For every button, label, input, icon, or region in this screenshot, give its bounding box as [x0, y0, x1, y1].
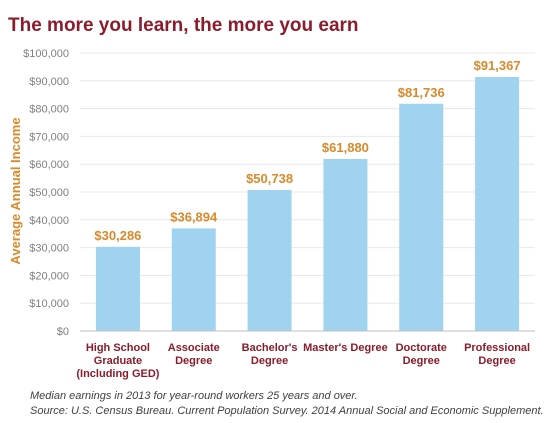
y-tick-label: $50,000: [29, 187, 69, 199]
data-label: $61,880: [322, 140, 369, 155]
x-tick-label-line: Degree: [403, 355, 440, 367]
y-tick-label: $90,000: [29, 76, 69, 88]
bar: [323, 158, 368, 331]
x-tick-label-line: Degree: [251, 355, 288, 367]
x-tick-label-line: Degree: [478, 355, 515, 367]
footnote-line-2: Source: U.S. Census Bureau. Current Popu…: [30, 405, 544, 417]
x-tick-label: Master's Degree: [303, 342, 388, 354]
x-tick-label-line: Graduate: [94, 355, 142, 367]
x-tick-label-line: Master's Degree: [303, 342, 388, 354]
y-axis-label: Average Annual Income: [8, 117, 23, 264]
y-tick-label: $40,000: [29, 215, 69, 227]
data-labels: $30,286 $36,894 $50,738 $61,880 $81,736 $91,3…: [94, 58, 520, 243]
x-tick-label-line: (Including GED): [76, 368, 159, 380]
data-label: $81,736: [398, 85, 445, 100]
y-tick-label: $80,000: [29, 104, 69, 116]
bars: [95, 76, 520, 331]
data-label: $50,738: [246, 171, 293, 186]
bar: [247, 189, 292, 331]
bar: [171, 228, 216, 331]
y-axis-ticks: $0 $10,000 $20,000 $30,000 $40,000 $50,000 $60…: [23, 48, 69, 338]
y-tick-label: $70,000: [29, 131, 69, 143]
bar: [475, 76, 520, 331]
footnote-line-1: Median earnings in 2013 for year-round w…: [30, 390, 358, 402]
x-tick-label-line: Professional: [464, 342, 530, 354]
x-tick-label-line: Doctorate: [396, 342, 447, 354]
data-label: $36,894: [170, 209, 218, 224]
chart-title: The more you learn, the more you earn: [8, 15, 359, 36]
y-tick-label: $100,000: [23, 48, 69, 60]
data-label: $30,286: [94, 228, 141, 243]
grid-lines: [80, 52, 535, 304]
y-tick-label: $60,000: [29, 159, 69, 171]
bar: [95, 246, 140, 331]
x-tick-label-line: High School: [86, 342, 150, 354]
x-tick-label-line: Bachelor's: [242, 342, 298, 354]
y-tick-label: $0: [57, 326, 69, 338]
x-tick-label-line: Associate: [168, 342, 220, 354]
bar: [399, 103, 444, 331]
x-tick-label-line: Degree: [175, 355, 212, 367]
y-tick-label: $30,000: [29, 243, 69, 255]
data-label: $91,367: [474, 58, 521, 73]
y-tick-label: $10,000: [29, 298, 69, 310]
y-tick-label: $20,000: [29, 270, 69, 282]
